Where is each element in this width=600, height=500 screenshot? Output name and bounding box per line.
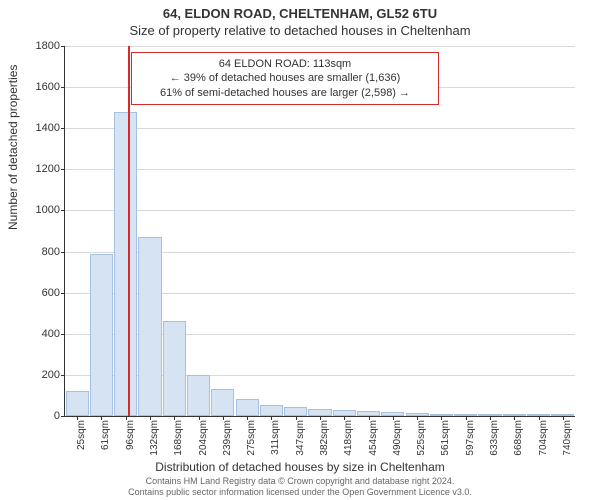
y-tick-label: 200 <box>20 369 60 381</box>
x-tick-label: 633sqm <box>489 420 500 470</box>
y-tick-label: 0 <box>20 410 60 422</box>
histogram-bar <box>163 321 186 416</box>
footer-line-2: Contains public sector information licen… <box>0 487 600 498</box>
footer-text: Contains HM Land Registry data © Crown c… <box>0 476 600 498</box>
histogram-bar <box>236 399 259 416</box>
histogram-bar <box>66 391 89 416</box>
x-tick-label: 132sqm <box>149 420 160 470</box>
grid-line <box>65 169 575 170</box>
property-marker-line <box>128 46 130 416</box>
x-tick-label: 275sqm <box>246 420 257 470</box>
y-axis-label: Number of detached properties <box>6 65 20 230</box>
y-tick-label: 400 <box>20 328 60 340</box>
chart-title-main: 64, ELDON ROAD, CHELTENHAM, GL52 6TU <box>0 0 600 21</box>
grid-line <box>65 128 575 129</box>
histogram-bar <box>308 409 331 416</box>
y-tick-mark <box>61 416 65 417</box>
y-tick-mark <box>61 375 65 376</box>
x-tick-label: 25sqm <box>76 420 87 470</box>
grid-line <box>65 46 575 47</box>
annotation-line: 61% of semi-detached houses are larger (… <box>140 86 430 100</box>
x-tick-label: 168sqm <box>173 420 184 470</box>
histogram-bar <box>138 237 161 416</box>
x-tick-label: 418sqm <box>343 420 354 470</box>
y-tick-label: 600 <box>20 287 60 299</box>
histogram-bar <box>260 405 283 416</box>
chart-title-sub: Size of property relative to detached ho… <box>0 21 600 38</box>
x-tick-label: 347sqm <box>295 420 306 470</box>
y-tick-label: 800 <box>20 246 60 258</box>
x-tick-label: 311sqm <box>270 420 281 470</box>
x-tick-label: 668sqm <box>513 420 524 470</box>
y-tick-mark <box>61 128 65 129</box>
histogram-bar <box>114 112 137 416</box>
histogram-bar <box>284 407 307 416</box>
y-tick-label: 1000 <box>20 204 60 216</box>
annotation-line: ← 39% of detached houses are smaller (1,… <box>140 71 430 85</box>
x-tick-label: 61sqm <box>100 420 111 470</box>
histogram-bar <box>90 254 113 416</box>
y-tick-label: 1400 <box>20 122 60 134</box>
plot-area: 64 ELDON ROAD: 113sqm← 39% of detached h… <box>64 46 575 417</box>
x-tick-label: 597sqm <box>465 420 476 470</box>
y-tick-label: 1600 <box>20 81 60 93</box>
y-tick-mark <box>61 210 65 211</box>
annotation-box: 64 ELDON ROAD: 113sqm← 39% of detached h… <box>131 52 439 105</box>
x-tick-label: 740sqm <box>562 420 573 470</box>
annotation-line: 64 ELDON ROAD: 113sqm <box>140 57 430 71</box>
y-tick-mark <box>61 46 65 47</box>
x-tick-label: 239sqm <box>222 420 233 470</box>
x-tick-label: 382sqm <box>319 420 330 470</box>
y-tick-mark <box>61 87 65 88</box>
x-tick-label: 96sqm <box>125 420 136 470</box>
chart-container: 64, ELDON ROAD, CHELTENHAM, GL52 6TU Siz… <box>0 0 600 500</box>
footer-line-1: Contains HM Land Registry data © Crown c… <box>0 476 600 487</box>
y-tick-mark <box>61 334 65 335</box>
x-tick-label: 525sqm <box>416 420 427 470</box>
y-tick-mark <box>61 169 65 170</box>
histogram-bar <box>211 389 234 416</box>
x-tick-label: 454sqm <box>368 420 379 470</box>
y-tick-mark <box>61 293 65 294</box>
x-tick-label: 561sqm <box>440 420 451 470</box>
y-tick-mark <box>61 252 65 253</box>
histogram-bar <box>187 375 210 416</box>
grid-line <box>65 210 575 211</box>
y-tick-label: 1800 <box>20 40 60 52</box>
x-tick-label: 204sqm <box>198 420 209 470</box>
x-tick-label: 704sqm <box>538 420 549 470</box>
x-tick-label: 490sqm <box>392 420 403 470</box>
y-tick-label: 1200 <box>20 163 60 175</box>
